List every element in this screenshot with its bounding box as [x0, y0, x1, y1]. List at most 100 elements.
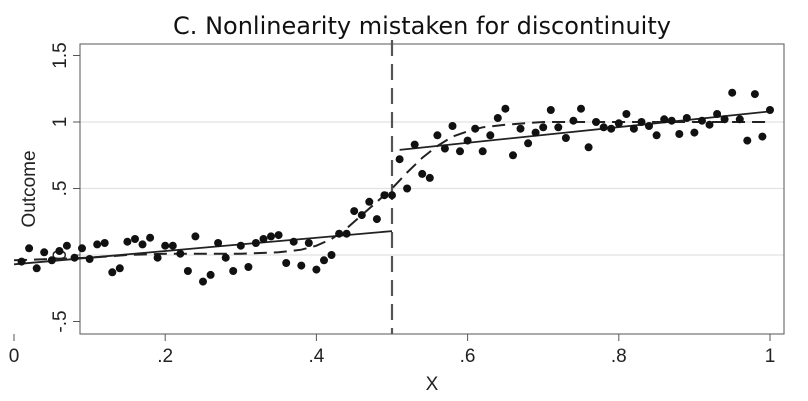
data-point	[214, 239, 223, 247]
data-point	[62, 241, 71, 250]
data-point	[176, 249, 185, 258]
data-point	[365, 197, 374, 206]
data-point	[758, 132, 767, 141]
data-point	[705, 120, 714, 129]
data-point	[131, 235, 139, 243]
data-point	[327, 251, 336, 259]
data-point	[622, 110, 631, 118]
data-point	[433, 131, 442, 140]
data-point	[244, 263, 253, 271]
data-point	[577, 104, 585, 113]
data-point	[138, 240, 147, 249]
y-tick-label: .5	[50, 181, 71, 197]
x-tick-label: 0	[9, 346, 20, 367]
data-point	[584, 143, 593, 152]
y-tick-label: -.5	[50, 310, 71, 332]
data-point	[713, 110, 722, 118]
data-point	[153, 253, 162, 262]
data-point	[448, 122, 457, 130]
data-point	[25, 244, 34, 253]
data-point	[766, 106, 774, 114]
data-point	[380, 191, 389, 200]
data-point	[599, 123, 608, 132]
x-tick-label: .6	[460, 346, 476, 367]
data-point	[629, 124, 638, 133]
data-point	[304, 239, 313, 247]
data-point	[55, 247, 64, 255]
data-point	[486, 131, 495, 140]
data-point	[614, 119, 623, 128]
data-point	[342, 229, 351, 238]
data-point	[554, 123, 563, 132]
data-point	[410, 140, 419, 149]
y-tick-label: 0	[50, 250, 71, 261]
x-tick-label: 1	[765, 346, 776, 367]
data-point	[471, 124, 480, 133]
data-point	[720, 115, 729, 124]
data-point	[199, 277, 207, 286]
data-point	[531, 128, 540, 137]
data-point	[206, 270, 215, 279]
data-point	[728, 88, 737, 97]
data-point	[735, 115, 744, 124]
data-point	[297, 261, 306, 270]
data-point	[289, 237, 298, 246]
data-point	[395, 155, 404, 164]
data-point	[108, 268, 117, 277]
data-point	[123, 237, 132, 246]
data-point	[335, 229, 344, 238]
x-tick-label: .8	[611, 346, 627, 367]
data-point	[40, 248, 49, 257]
data-point	[418, 169, 427, 178]
data-point	[236, 241, 245, 250]
data-point	[607, 124, 616, 133]
data-point	[47, 256, 56, 265]
data-point	[743, 136, 752, 145]
data-point	[682, 114, 691, 122]
data-point	[637, 118, 646, 126]
y-tick-label: 1	[50, 117, 71, 128]
data-point	[516, 124, 525, 133]
data-point	[350, 207, 359, 216]
x-axis-label: X	[426, 374, 439, 395]
data-point	[183, 267, 192, 275]
data-point	[70, 253, 79, 262]
data-point	[456, 147, 464, 156]
data-point	[569, 116, 578, 125]
data-point	[93, 240, 102, 249]
data-point	[274, 231, 283, 240]
data-point	[251, 239, 260, 247]
data-point	[115, 264, 124, 273]
data-point	[221, 253, 230, 262]
data-point	[17, 257, 26, 266]
x-tick-label: .4	[308, 346, 324, 367]
data-point	[357, 211, 366, 220]
x-tick-label: .2	[157, 346, 173, 367]
data-point	[282, 259, 291, 267]
fit-line	[399, 110, 771, 151]
data-point	[259, 235, 268, 243]
data-point	[509, 151, 517, 160]
data-point	[372, 215, 381, 224]
data-point	[501, 104, 510, 113]
data-point	[493, 114, 502, 122]
data-point	[146, 233, 155, 242]
data-point	[698, 116, 706, 125]
data-point	[478, 147, 487, 156]
data-point	[539, 123, 548, 132]
scatter-points	[17, 88, 774, 286]
data-point	[161, 241, 170, 250]
data-point	[403, 184, 412, 193]
y-axis: -.5 0 .5 1 1.5	[50, 42, 80, 333]
data-point	[191, 232, 200, 241]
data-point	[312, 265, 321, 274]
data-point	[463, 136, 472, 145]
data-point	[561, 134, 570, 142]
data-point	[320, 256, 328, 265]
data-point	[592, 118, 601, 126]
data-point	[425, 173, 434, 182]
data-point	[660, 115, 669, 124]
data-point	[524, 139, 533, 148]
